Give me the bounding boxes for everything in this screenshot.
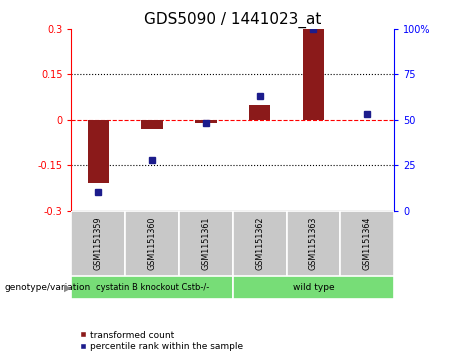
Text: GSM1151364: GSM1151364 [363, 216, 372, 270]
Text: cystatin B knockout Cstb-/-: cystatin B knockout Cstb-/- [95, 283, 209, 292]
Bar [71, 276, 233, 299]
Bar [179, 211, 233, 276]
Bar [195, 120, 217, 123]
Bar [303, 29, 324, 120]
Text: GSM1151362: GSM1151362 [255, 216, 264, 270]
Bar [71, 211, 125, 276]
Text: GSM1151361: GSM1151361 [201, 216, 210, 270]
Bar [88, 120, 109, 183]
Text: ▶: ▶ [64, 283, 71, 293]
Legend: transformed count, percentile rank within the sample: transformed count, percentile rank withi… [76, 327, 247, 355]
Text: GSM1151360: GSM1151360 [148, 216, 157, 270]
Bar [233, 211, 287, 276]
Title: GDS5090 / 1441023_at: GDS5090 / 1441023_at [144, 12, 321, 28]
Text: genotype/variation: genotype/variation [5, 283, 91, 292]
Text: GSM1151363: GSM1151363 [309, 216, 318, 270]
Bar [249, 105, 271, 120]
Bar [233, 276, 394, 299]
Bar [340, 211, 394, 276]
Text: wild type: wild type [293, 283, 334, 292]
Bar [287, 211, 340, 276]
Text: GSM1151359: GSM1151359 [94, 216, 103, 270]
Bar [142, 120, 163, 129]
Bar [125, 211, 179, 276]
